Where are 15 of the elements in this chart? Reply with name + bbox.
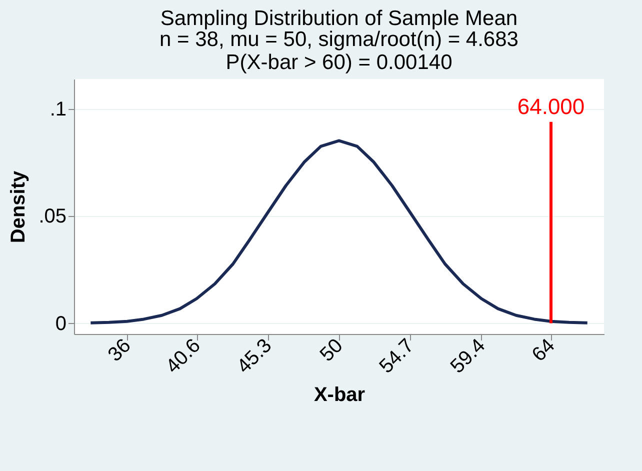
y-tick-label: .05 xyxy=(38,206,66,228)
annotation: 64.000 xyxy=(517,94,585,119)
chart-title: Sampling Distribution of Sample Mean xyxy=(160,7,518,30)
x-tick-label: 36 xyxy=(104,334,136,366)
x-tick-label: 59.4 xyxy=(446,334,490,378)
x-tick-label: 45.3 xyxy=(233,334,276,378)
chart-subtitle: n = 38, mu = 50, sigma/root(n) = 4.683 P(X-bar > 60) = 0.00140 xyxy=(160,28,518,74)
x-tick-label: 64 xyxy=(528,334,560,366)
x-tick-label: 40.6 xyxy=(162,334,205,378)
y-axis-title: Density xyxy=(8,170,30,244)
x-axis-title: X-bar xyxy=(314,384,366,406)
y-tick-label: 0 xyxy=(55,312,66,335)
line-series xyxy=(89,139,589,324)
x-tick-label: 50 xyxy=(316,334,348,366)
y-tick-label: .1 xyxy=(50,98,66,120)
